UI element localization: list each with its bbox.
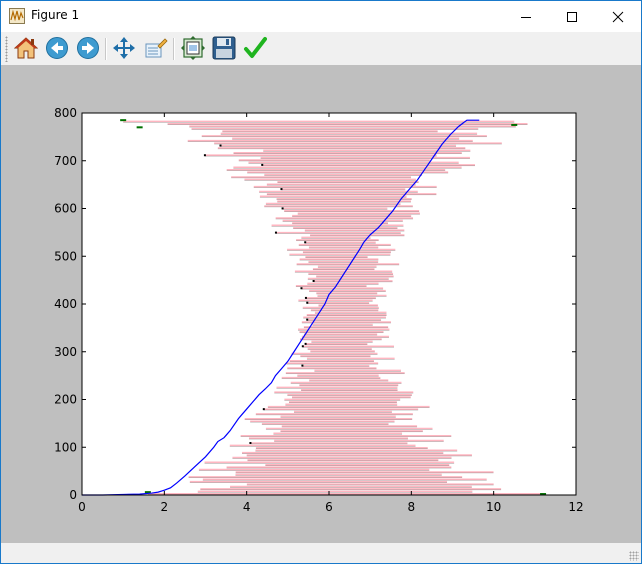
plot-svg: 0 2 4 6 8 10 12 0 100 200 300 400 500 600 700 800 <box>54 106 584 514</box>
status-bar <box>1 543 641 563</box>
edge-marker <box>120 119 127 122</box>
toolbar-separator <box>105 38 107 60</box>
range-end-marker <box>304 241 307 244</box>
pan-move-icon <box>113 37 135 59</box>
range-end-marker <box>301 345 304 348</box>
close-button[interactable] <box>595 1 641 32</box>
toolbar-grip[interactable] <box>5 36 8 62</box>
x-tick-label: 0 <box>78 500 86 514</box>
matplotlib-figure-icon <box>9 8 25 24</box>
range-end-marker <box>300 287 303 290</box>
edge-marker <box>540 493 547 496</box>
y-tick-label: 500 <box>54 249 77 263</box>
edge-marker <box>144 491 151 494</box>
minimize-button[interactable] <box>503 1 549 32</box>
x-tick-label: 2 <box>161 500 169 514</box>
configure-subplots-button[interactable] <box>180 35 206 61</box>
range-bars <box>120 119 547 496</box>
range-end-marker <box>261 163 264 166</box>
edge-marker <box>511 123 518 126</box>
edit-axis-button[interactable] <box>242 35 268 61</box>
cumulative-line-layer <box>82 119 480 496</box>
range-end-marker <box>281 207 284 210</box>
range-end-marker <box>312 279 315 282</box>
range-end-marker <box>274 231 277 234</box>
forward-button[interactable] <box>75 35 101 61</box>
range-end-marker <box>304 296 307 299</box>
toolbar-separator <box>173 38 175 60</box>
maximize-icon <box>567 11 577 22</box>
pan-button[interactable] <box>111 35 137 61</box>
x-tick-label: 6 <box>325 500 333 514</box>
zoom-rect-icon <box>145 38 168 58</box>
x-tick-label: 12 <box>568 500 583 514</box>
minimize-icon <box>521 16 531 18</box>
range-end-marker <box>306 301 309 304</box>
x-tick-label: 8 <box>408 500 416 514</box>
edge-marker <box>136 126 143 129</box>
y-tick-label: 0 <box>69 488 77 502</box>
floppy-disk-icon <box>212 36 236 60</box>
window-title: Figure 1 <box>31 8 80 22</box>
y-tick-label: 100 <box>54 440 77 454</box>
x-tick-label: 4 <box>243 500 251 514</box>
y-tick-label: 200 <box>54 393 77 407</box>
title-bar[interactable]: Figure 1 <box>1 1 641 32</box>
cumulative-line <box>82 119 480 496</box>
back-button[interactable] <box>44 35 70 61</box>
save-button[interactable] <box>211 35 237 61</box>
range-end-marker <box>249 442 252 445</box>
y-tick-label: 600 <box>54 202 77 216</box>
y-tick-label: 800 <box>54 106 77 120</box>
forward-arrow-icon <box>77 37 99 59</box>
close-icon <box>612 11 624 22</box>
resize-grip[interactable] <box>629 551 639 561</box>
range-end-marker <box>219 144 222 147</box>
subplots-icon <box>181 36 205 60</box>
range-end-marker <box>262 408 265 411</box>
x-tick-label: 10 <box>486 500 501 514</box>
y-tick-label: 300 <box>54 345 77 359</box>
y-tick-label: 400 <box>54 297 77 311</box>
y-tick-label: 700 <box>54 154 77 168</box>
range-end-marker <box>280 188 283 191</box>
range-end-marker <box>301 364 304 367</box>
maximize-button[interactable] <box>549 1 595 32</box>
range-end-marker <box>203 154 206 157</box>
axis-ticks: 0 2 4 6 8 10 12 0 100 200 300 400 500 600 700 800 <box>54 106 584 514</box>
figure-canvas[interactable]: 0 2 4 6 8 10 12 0 100 200 300 400 500 600 700 800 <box>1 65 641 543</box>
navigation-toolbar <box>1 32 641 65</box>
zoom-button[interactable] <box>143 35 169 61</box>
checkmark-icon <box>244 37 267 58</box>
range-end-marker <box>304 342 307 345</box>
home-icon <box>14 37 38 59</box>
range-end-marker <box>306 318 309 321</box>
back-arrow-icon <box>46 37 68 59</box>
home-button[interactable] <box>13 35 39 61</box>
